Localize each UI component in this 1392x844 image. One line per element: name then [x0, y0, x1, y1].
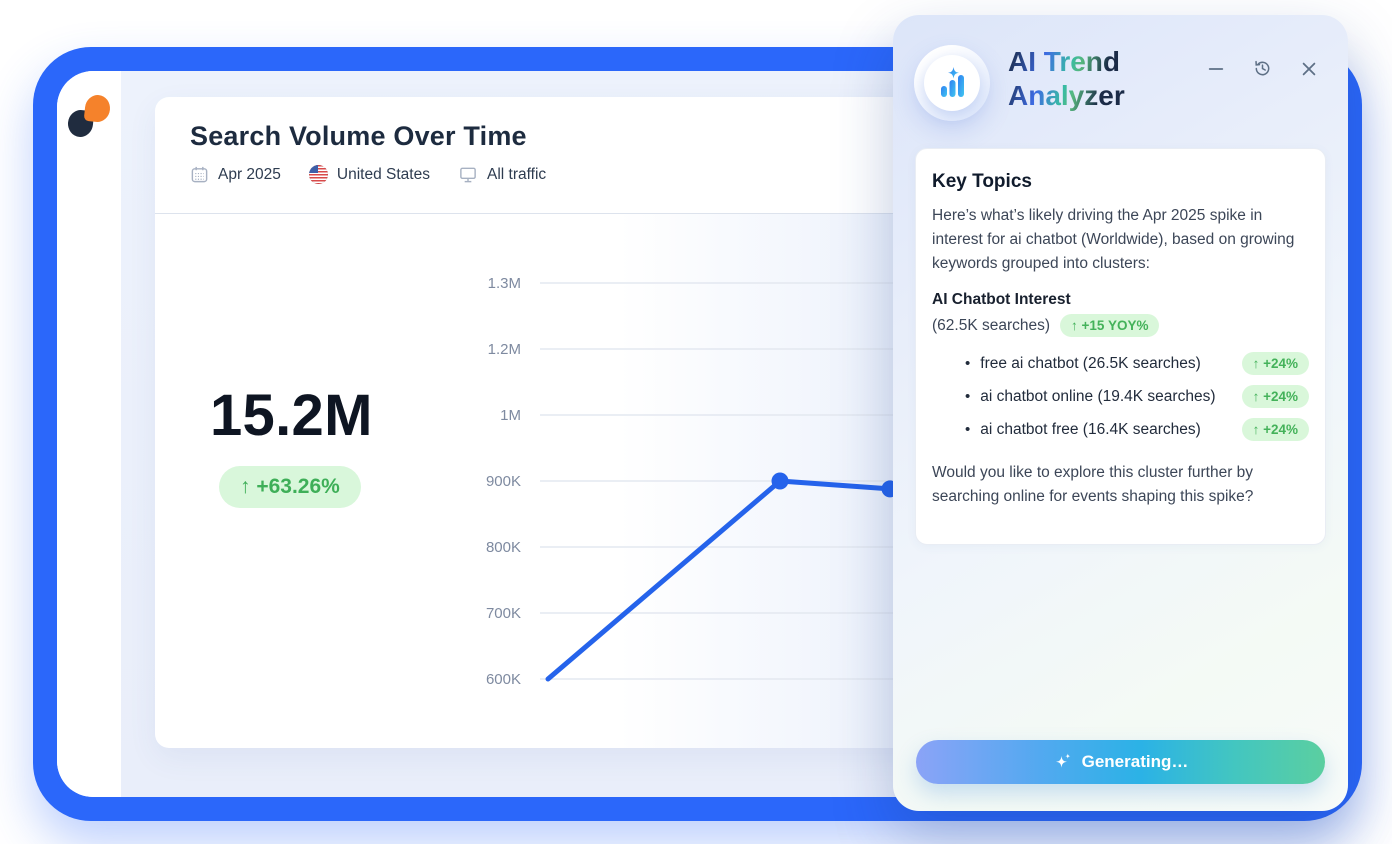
metric-change-badge: ↑ +63.26%: [219, 466, 361, 508]
minimize-button[interactable]: [1205, 58, 1227, 80]
country-filter-label: United States: [336, 165, 430, 183]
svg-text:600K: 600K: [486, 671, 521, 688]
panel-controls: [1205, 45, 1320, 80]
keyword-list: • free ai chatbot (26.5K searches) ↑ +24% •…: [932, 347, 1309, 446]
keyword-label: • free ai chatbot (26.5K searches): [965, 354, 1201, 373]
calendar-icon: [191, 166, 208, 183]
bullet-icon: •: [965, 421, 971, 438]
country-filter[interactable]: United States: [308, 165, 430, 184]
cluster-searches-line: (62.5K searches) ↑ +15 YOY%: [932, 314, 1309, 337]
history-button[interactable]: [1251, 57, 1274, 80]
date-filter-label: Apr 2025: [218, 165, 281, 183]
logo-orange-shape: [83, 93, 112, 124]
panel-header: AI Trend Analyzer: [893, 15, 1348, 121]
page-title: Search Volume Over Time: [190, 121, 527, 151]
cluster-change-badge: ↑ +15 YOY%: [1060, 314, 1160, 337]
key-topics-outro: Would you like to explore this cluster f…: [932, 464, 1254, 505]
keyword-label: • ai chatbot online (19.4K searches): [965, 387, 1216, 406]
filters-bar: Apr 2025 United States A: [190, 165, 1278, 184]
keyword-change-badge: ↑ +24%: [1241, 385, 1309, 408]
ai-analyzer-badge-inner: [924, 55, 980, 111]
traffic-filter[interactable]: All traffic: [458, 165, 546, 184]
key-topics-heading: Key Topics: [932, 171, 1032, 192]
bullet-icon: •: [965, 355, 971, 372]
keyword-item: • free ai chatbot (26.5K searches) ↑ +24%: [932, 347, 1309, 380]
generating-button[interactable]: Generating…: [916, 740, 1325, 784]
keyword-change-badge: ↑ +24%: [1241, 352, 1309, 375]
monitor-icon: [460, 167, 476, 183]
keyword-label: • ai chatbot free (16.4K searches): [965, 420, 1201, 439]
keyword-change-badge: ↑ +24%: [1241, 418, 1309, 441]
header-divider: [155, 213, 1314, 214]
sparkle-bars-icon: [941, 67, 964, 97]
keyword-item: • ai chatbot online (19.4K searches) ↑ +24…: [932, 380, 1309, 413]
svg-text:1M: 1M: [500, 407, 521, 424]
date-filter[interactable]: Apr 2025: [190, 165, 281, 184]
key-topics-card: Key Topics Here’s what’s likely driving …: [915, 148, 1326, 545]
traffic-filter-label: All traffic: [486, 165, 547, 183]
minimize-icon: [1208, 67, 1224, 70]
keyword-item: • ai chatbot free (16.4K searches) ↑ +24%: [932, 413, 1309, 446]
us-flag-icon: [308, 165, 328, 184]
close-button[interactable]: [1298, 58, 1320, 80]
svg-text:700K: 700K: [486, 605, 521, 622]
svg-text:900K: 900K: [486, 473, 521, 490]
bullet-icon: •: [965, 388, 971, 405]
svg-text:1.2M: 1.2M: [488, 341, 521, 358]
card-header: Search Volume Over Time Apr 20: [155, 97, 1314, 184]
sidebar: [57, 71, 121, 797]
svg-text:1.3M: 1.3M: [488, 275, 521, 292]
generating-button-label: Generating…: [1081, 752, 1189, 771]
panel-title-line1: AI Trend: [1008, 46, 1121, 77]
metric-value: 15.2M: [210, 383, 373, 448]
sparkles-icon: [1055, 753, 1070, 768]
semrush-logo[interactable]: [66, 93, 112, 139]
cluster-name: AI Chatbot Interest: [932, 291, 1071, 308]
svg-text:800K: 800K: [486, 539, 521, 556]
cluster-searches: (62.5K searches): [932, 316, 1051, 334]
ai-trend-analyzer-panel: AI Trend Analyzer Key Topics Here’s what…: [893, 15, 1348, 811]
ai-analyzer-badge: [914, 45, 990, 121]
key-topics-intro: Here’s what’s likely driving the Apr 202…: [932, 207, 1295, 272]
history-icon: [1255, 60, 1270, 76]
close-icon: [1302, 62, 1316, 75]
panel-title: AI Trend Analyzer: [1008, 45, 1125, 113]
panel-title-line2: Analyzer: [1008, 80, 1125, 111]
